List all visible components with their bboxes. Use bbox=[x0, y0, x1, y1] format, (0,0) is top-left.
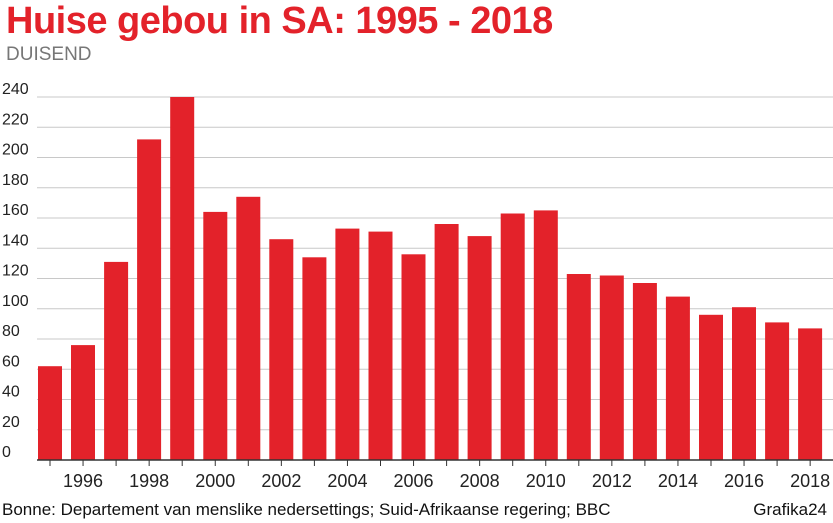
bar-2017 bbox=[765, 322, 790, 460]
y-tick-label: 120 bbox=[2, 263, 29, 280]
bar-2015 bbox=[699, 314, 723, 460]
x-tick-label: 2012 bbox=[592, 471, 632, 491]
x-tick-label: 1998 bbox=[129, 471, 169, 491]
bar-2014 bbox=[665, 296, 690, 460]
bar-1996 bbox=[71, 345, 95, 460]
y-tick-label: 40 bbox=[2, 384, 20, 401]
x-tick-label: 2010 bbox=[526, 471, 566, 491]
x-tick-label: 2016 bbox=[724, 471, 764, 491]
bar-1995 bbox=[38, 366, 62, 460]
x-tick-label: 2008 bbox=[460, 471, 500, 491]
x-tick-label: 2006 bbox=[394, 471, 434, 491]
y-tick-label: 180 bbox=[2, 172, 29, 189]
y-tick-label: 160 bbox=[2, 202, 29, 219]
bars bbox=[38, 97, 823, 461]
y-tick-label: 240 bbox=[2, 81, 29, 98]
bar-2012 bbox=[599, 275, 624, 460]
y-axis-ticks: 0 20 40 60 80 100 120 140 160 180 200 220 240 bbox=[2, 81, 29, 461]
x-tick-label: 2000 bbox=[195, 471, 235, 491]
bar-1999 bbox=[170, 97, 195, 460]
x-tick-label: 2014 bbox=[658, 471, 698, 491]
y-tick-label: 100 bbox=[2, 293, 29, 310]
bar-1998 bbox=[137, 139, 162, 460]
unit-label: DUISEND bbox=[6, 44, 92, 65]
x-tick-label: 2018 bbox=[790, 471, 830, 491]
chart-title: Huise gebou in SA: 1995 - 2018 bbox=[6, 0, 553, 42]
y-tick-label: 20 bbox=[2, 414, 20, 431]
bar-2009 bbox=[500, 213, 525, 460]
source-note: Bonne: Departement van menslike nederset… bbox=[2, 500, 611, 519]
x-tick-label: 1996 bbox=[63, 471, 103, 491]
x-tick-label: 2002 bbox=[261, 471, 301, 491]
bar-2011 bbox=[566, 274, 591, 460]
bar-2016 bbox=[732, 307, 756, 460]
bar-2000 bbox=[203, 211, 228, 460]
bar-2008 bbox=[467, 236, 492, 460]
y-tick-label: 60 bbox=[2, 353, 20, 370]
bar-2006 bbox=[401, 254, 426, 460]
bar-2001 bbox=[236, 196, 261, 461]
footer: Bonne: Departement van menslike nederset… bbox=[0, 500, 833, 523]
x-axis-ticks: 1996 1998 2000 2002 2004 2006 2008 2010 2012 2014… bbox=[49, 460, 830, 491]
y-tick-label: 140 bbox=[2, 232, 29, 249]
x-tick-label: 2004 bbox=[327, 471, 367, 491]
bar-2002 bbox=[269, 239, 294, 460]
credit-label: Grafika24 bbox=[753, 500, 827, 519]
bar-2005 bbox=[368, 231, 393, 460]
bar-2007 bbox=[434, 224, 459, 460]
y-tick-label: 200 bbox=[2, 142, 29, 159]
bar-2004 bbox=[335, 228, 360, 460]
bar-2010 bbox=[533, 210, 558, 460]
bar-2018 bbox=[798, 328, 823, 460]
y-tick-label: 80 bbox=[2, 323, 20, 340]
bar-2003 bbox=[302, 257, 327, 460]
bar-2013 bbox=[632, 283, 657, 460]
bar-1997 bbox=[104, 261, 129, 460]
y-tick-label: 220 bbox=[2, 111, 29, 128]
y-tick-label: 0 bbox=[2, 444, 11, 461]
